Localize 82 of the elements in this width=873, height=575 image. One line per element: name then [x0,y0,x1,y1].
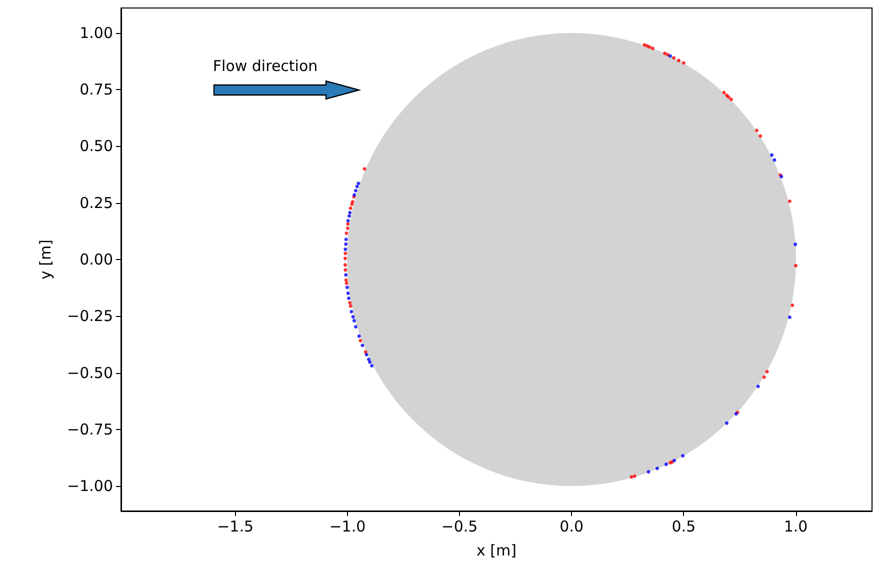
point [346,226,350,230]
point [350,202,354,206]
x-tick-label: 0.5 [672,518,696,536]
point [724,421,728,425]
point [368,360,372,364]
point [350,310,354,314]
point [343,256,347,260]
point [668,460,672,464]
point [663,52,667,56]
point [648,45,652,49]
point [355,184,359,188]
point [346,219,350,223]
y-tick-label: 0.25 [80,194,113,212]
point [348,206,352,210]
point [360,344,364,348]
point [770,153,774,157]
point [370,364,374,368]
point [762,375,766,379]
point [344,273,348,277]
y-tick-label: 0.75 [80,80,113,99]
point [354,188,358,192]
point [632,474,636,478]
y-axis-title: y [m] [36,240,54,280]
y-tick-label: −0.25 [67,307,113,326]
point [664,462,668,466]
point [794,264,798,268]
point [346,222,350,226]
point [344,248,348,252]
x-tick-label: −0.5 [441,518,478,536]
point [347,296,351,300]
x-tick-label: −1.5 [217,518,254,536]
point [788,316,792,320]
x-axis-title: x [m] [476,542,516,560]
point [348,301,352,305]
annotation: Flow direction [212,56,318,75]
x-tick-label: −1.0 [329,518,366,536]
point [344,268,348,272]
point [790,304,794,308]
point [348,210,352,214]
point [344,282,348,286]
point [352,318,356,322]
point [672,458,676,462]
point [364,352,368,356]
point [351,315,355,319]
point [655,466,659,470]
point [344,242,348,246]
point [343,263,347,267]
point [729,98,733,102]
point [756,384,760,388]
point [345,286,349,290]
y-tick-label: −0.50 [67,364,113,382]
x-tick-label: 1.0 [784,518,808,536]
y-tick-label: 0.50 [80,137,113,156]
point [755,128,759,132]
y-tick-label: −1.00 [67,477,113,496]
point [362,167,366,171]
point [358,338,362,342]
point [347,214,351,218]
y-tick-label: 1.00 [80,24,113,42]
point [357,334,361,338]
point [682,61,686,65]
point [758,134,762,138]
y-tick-label: −0.75 [67,420,113,438]
point [681,454,685,458]
point [788,200,792,204]
point [356,182,360,186]
point [651,46,655,50]
point [348,304,352,308]
point [677,58,681,62]
point [366,358,370,362]
point [765,370,769,374]
point [354,325,358,329]
point [672,56,676,60]
point [646,470,650,474]
point [344,231,348,235]
point [344,238,348,242]
x-tick-label: 0.0 [560,518,584,536]
y-tick-label: 0.00 [80,250,113,268]
point [794,242,798,246]
point [344,252,348,256]
point [364,350,368,354]
point [346,292,350,296]
